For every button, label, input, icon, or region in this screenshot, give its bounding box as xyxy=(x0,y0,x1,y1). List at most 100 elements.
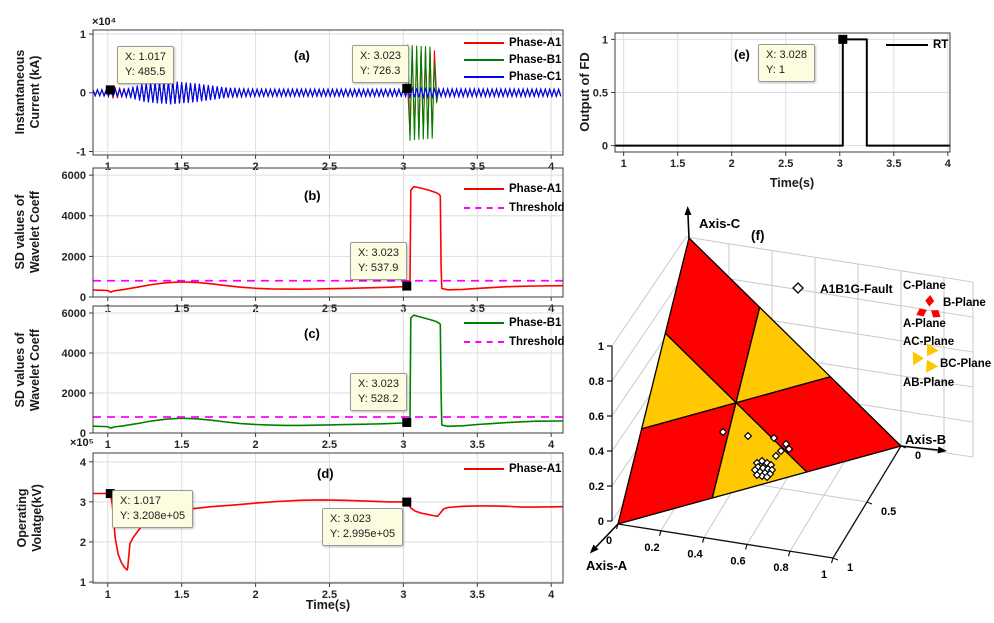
legend-line-black xyxy=(886,43,928,46)
panel-letter-e: (e) xyxy=(734,47,750,62)
svg-text:2.5: 2.5 xyxy=(322,589,337,601)
panel-a-plot: 1 1.5 2 2.5 3 3.5 4 -1 0 1 xyxy=(76,29,564,173)
xlabel-panel-e: Time(s) xyxy=(769,176,815,190)
svg-text:2000: 2000 xyxy=(62,388,86,400)
panel-letter-f: (f) xyxy=(751,228,765,243)
datatip-e: X: 3.028 Y: 1 xyxy=(758,44,815,82)
svg-text:0: 0 xyxy=(80,428,86,440)
svg-text:1: 1 xyxy=(105,161,111,173)
svg-text:3.5: 3.5 xyxy=(470,589,485,601)
svg-text:1: 1 xyxy=(602,34,608,46)
ab-plane-label: AB-Plane xyxy=(903,377,955,389)
svg-text:0: 0 xyxy=(606,535,612,547)
legend-item-phase-a1: Phase-A1 xyxy=(464,34,561,51)
svg-text:1: 1 xyxy=(847,562,853,574)
svg-text:0: 0 xyxy=(915,450,921,462)
legend-item-phase-c1: Phase-C1 xyxy=(464,68,561,85)
legend-item-threshold: Threshold xyxy=(464,333,565,352)
legend-panel-d: Phase-A1 xyxy=(464,460,561,477)
svg-text:1: 1 xyxy=(105,589,111,601)
legend-item-rt: RT xyxy=(886,36,948,53)
svg-text:2.5: 2.5 xyxy=(322,161,337,173)
legend-item-phase-a1: Phase-A1 xyxy=(464,180,565,199)
svg-text:0: 0 xyxy=(602,141,608,153)
svg-text:1.5: 1.5 xyxy=(670,158,685,170)
svg-text:1.5: 1.5 xyxy=(174,161,189,173)
svg-text:3.5: 3.5 xyxy=(470,161,485,173)
svg-text:3: 3 xyxy=(837,158,843,170)
svg-text:1: 1 xyxy=(80,577,86,589)
axis-b-label: Axis-B xyxy=(905,432,947,447)
svg-text:3.5: 3.5 xyxy=(470,439,485,451)
svg-text:3.5: 3.5 xyxy=(886,158,901,170)
legend-line-red xyxy=(464,41,504,44)
svg-text:0.8: 0.8 xyxy=(589,376,604,388)
legend-item-phase-b1: Phase-B1 xyxy=(464,314,565,333)
axis-a-label: Axis-A xyxy=(586,558,628,573)
svg-text:1: 1 xyxy=(598,341,604,353)
legend-line-red xyxy=(464,467,504,470)
ylabel-panel-a: Instantaneous Current (kA) xyxy=(13,49,42,135)
legend-line-red xyxy=(464,187,504,190)
ylabel-panel-e: Output of FD xyxy=(577,52,592,132)
xlabel-panel-d: Time(s) xyxy=(305,598,351,612)
svg-text:0: 0 xyxy=(80,88,86,100)
panel-letter-c: (c) xyxy=(304,326,320,341)
svg-text:0.5: 0.5 xyxy=(881,506,896,518)
svg-text:6000: 6000 xyxy=(62,170,86,182)
ac-plane-label: AC-Plane xyxy=(903,336,955,348)
svg-text:0.4: 0.4 xyxy=(589,446,605,458)
legend-item-threshold: Threshold xyxy=(464,199,565,218)
svg-text:1.5: 1.5 xyxy=(174,589,189,601)
svg-text:0.8: 0.8 xyxy=(773,562,788,574)
svg-text:3: 3 xyxy=(400,161,406,173)
fault-legend-label: A1B1G-Fault xyxy=(820,282,893,296)
svg-text:2.5: 2.5 xyxy=(322,439,337,451)
svg-text:1.5: 1.5 xyxy=(174,439,189,451)
legend-line-threshold xyxy=(464,206,504,209)
datatip-c: X: 3.023 Y: 528.2 xyxy=(350,373,407,411)
svg-text:4: 4 xyxy=(548,589,555,601)
svg-text:0.6: 0.6 xyxy=(589,411,604,423)
panel-f-plot: 0 0.2 0.4 0.6 0.8 1 0 0.2 0.4 0.6 0.8 1 0 0.5 1 xyxy=(589,206,974,581)
svg-text:2: 2 xyxy=(253,589,259,601)
svg-text:4000: 4000 xyxy=(62,211,86,223)
svg-text:3: 3 xyxy=(400,439,406,451)
svg-text:1: 1 xyxy=(80,29,86,41)
svg-text:1: 1 xyxy=(821,569,827,581)
ylabel-panel-d: Operating Volatge(kV) xyxy=(15,484,44,552)
svg-text:2: 2 xyxy=(729,158,735,170)
datatip-d1: X: 1.017 Y: 3.208e+05 xyxy=(112,490,194,528)
svg-text:2000: 2000 xyxy=(62,251,86,263)
c-plane-label: C-Plane xyxy=(903,280,946,292)
legend-panel-b: Phase-A1 Threshold xyxy=(464,180,565,218)
exp-label-panel-d: ×10⁵ xyxy=(70,437,94,449)
ylabel-panel-c: SD values of Wavelet Coeff xyxy=(13,328,42,412)
svg-text:0: 0 xyxy=(598,516,604,528)
svg-text:3: 3 xyxy=(80,497,86,509)
svg-text:3: 3 xyxy=(400,589,406,601)
svg-text:0.4: 0.4 xyxy=(687,549,703,561)
legend-panel-c: Phase-B1 Threshold xyxy=(464,314,565,352)
datatip-a1: X: 1.017 Y: 485.5 xyxy=(117,46,174,84)
legend-panel-a: Phase-A1 Phase-B1 Phase-C1 xyxy=(464,34,561,85)
svg-text:2.5: 2.5 xyxy=(778,158,793,170)
svg-text:2: 2 xyxy=(80,537,86,549)
legend-item-phase-b1: Phase-B1 xyxy=(464,51,561,68)
ylabel-panel-b: SD values of Wavelet Coeff xyxy=(13,190,42,274)
svg-text:0: 0 xyxy=(80,292,86,304)
svg-text:4000: 4000 xyxy=(62,348,86,360)
svg-text:0.6: 0.6 xyxy=(730,555,745,567)
legend-line-blue xyxy=(464,75,504,78)
svg-text:2: 2 xyxy=(253,161,259,173)
datatip-a2: X: 3.023 Y: 726.3 xyxy=(352,45,409,83)
axis-c-label: Axis-C xyxy=(699,216,741,231)
panel-c-plot: 1 1.5 2 2.5 3 3.5 4 0 2000 4000 6000 xyxy=(62,305,564,451)
svg-text:0.2: 0.2 xyxy=(644,542,659,554)
svg-text:4: 4 xyxy=(548,161,555,173)
datatip-b: X: 3.023 Y: 537.9 xyxy=(350,242,407,280)
svg-text:2: 2 xyxy=(253,439,259,451)
exp-label-panel-a: ×10⁴ xyxy=(92,16,117,28)
